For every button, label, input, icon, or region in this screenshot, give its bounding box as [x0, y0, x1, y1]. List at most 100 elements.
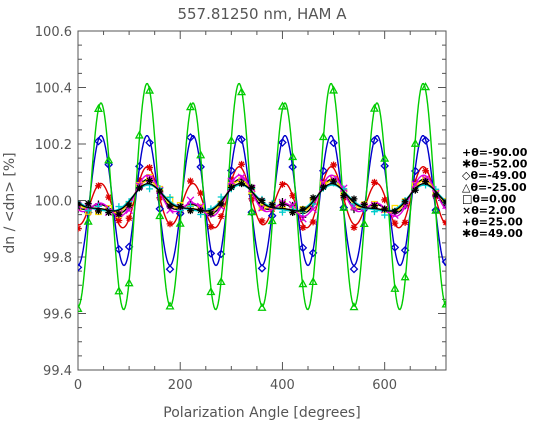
data-point: [421, 82, 431, 91]
data-point: [401, 198, 409, 206]
data-point: [93, 103, 103, 112]
data-point: [165, 301, 175, 310]
data-point: [166, 220, 174, 228]
data-point: [237, 135, 246, 144]
data-point: [105, 209, 113, 216]
data-point: [227, 177, 236, 186]
data-point: [381, 196, 389, 204]
data-point: [197, 206, 205, 214]
data-point: [381, 205, 389, 213]
data-point: [298, 279, 308, 288]
data-point: [115, 217, 123, 224]
data-point: [330, 177, 337, 185]
data-point: [207, 223, 215, 231]
data-point: [298, 243, 308, 253]
data-point: [95, 182, 102, 190]
data-point: [104, 155, 114, 164]
data-point: [432, 191, 440, 199]
data-point: [421, 136, 430, 145]
data-point: [227, 176, 235, 184]
data-point: [258, 217, 266, 225]
data-point: [197, 189, 205, 197]
legend: +θ=-90.00✱θ=-52.00◇θ=-49.00△θ=-25.00□θ=0…: [462, 146, 528, 240]
data-point: [299, 205, 307, 213]
data-point: [308, 276, 318, 285]
data-point: [431, 205, 441, 214]
legend-entry: ✱θ=-52.00: [462, 158, 528, 171]
data-point: [227, 183, 235, 191]
legend-entry: ◇θ=-49.00: [462, 169, 527, 182]
data-point: [318, 132, 328, 141]
data-point: [187, 177, 194, 185]
data-point: [196, 162, 205, 172]
series: [78, 82, 446, 312]
data-point: [78, 200, 82, 208]
x-tick-label: 0: [74, 378, 82, 393]
data-point: [289, 209, 297, 217]
data-point: [238, 160, 245, 168]
data-point: [257, 302, 267, 311]
data-point: [166, 194, 174, 201]
data-point: [422, 178, 429, 185]
data-point: [359, 218, 369, 228]
data-point: [217, 193, 225, 201]
data-point: [391, 207, 399, 215]
data-point: [400, 272, 410, 281]
data-point: [380, 161, 389, 171]
data-point: [380, 153, 390, 162]
data-point: [299, 224, 307, 231]
data-point: [196, 150, 206, 159]
data-point: [145, 138, 154, 147]
data-point: [185, 102, 195, 111]
data-point: [95, 207, 102, 215]
data-point: [411, 186, 419, 194]
data-point: [134, 130, 144, 139]
data-point: [442, 199, 446, 207]
data-point: [277, 101, 287, 110]
data-point: [329, 138, 338, 148]
data-point: [125, 206, 133, 215]
data-point: [114, 286, 124, 295]
data-point: [410, 138, 420, 147]
data-point: [115, 210, 123, 218]
y-tick-label: 99.6: [43, 308, 72, 323]
data-point: [441, 299, 446, 308]
plot-area: 0 200 400 600 99.4 99.6 99.8 100.0 100.2 100.4 100…: [35, 25, 447, 393]
data-point: [390, 283, 400, 292]
data-point: [175, 218, 185, 227]
data-point: [146, 185, 153, 193]
data-point: [279, 180, 286, 188]
data-point: [114, 244, 124, 254]
data-point: [339, 202, 349, 211]
data-point: [401, 219, 409, 226]
data-point: [349, 302, 359, 311]
data-point: [217, 200, 225, 208]
data-point: [94, 136, 103, 146]
data-point: [371, 202, 378, 210]
data-point: [371, 178, 378, 186]
data-point: [279, 200, 286, 208]
data-point: [248, 195, 256, 203]
data-point: [176, 203, 184, 211]
y-tick-label: 100.4: [35, 82, 72, 97]
data-point: [207, 209, 215, 217]
data-point: [371, 208, 378, 216]
y-tick-label: 100.6: [35, 25, 72, 40]
y-tick-label: 99.4: [43, 364, 72, 379]
data-point: [104, 160, 113, 169]
data-point: [309, 205, 317, 214]
data-point: [146, 164, 153, 171]
data-point: [381, 211, 389, 219]
data-point: [330, 161, 337, 169]
data-point: [329, 85, 339, 94]
series: [78, 177, 446, 218]
data-point: [369, 103, 379, 112]
data-point: [288, 200, 297, 209]
data-point: [206, 287, 216, 296]
y-axis-label: dn / <dn> [%]: [2, 152, 18, 253]
data-point: [442, 219, 446, 226]
data-point: [166, 202, 174, 210]
data-point: [238, 180, 245, 188]
legend-entry: △θ=-25.00: [462, 181, 527, 194]
legend-entry: +θ=-90.00: [462, 146, 528, 159]
